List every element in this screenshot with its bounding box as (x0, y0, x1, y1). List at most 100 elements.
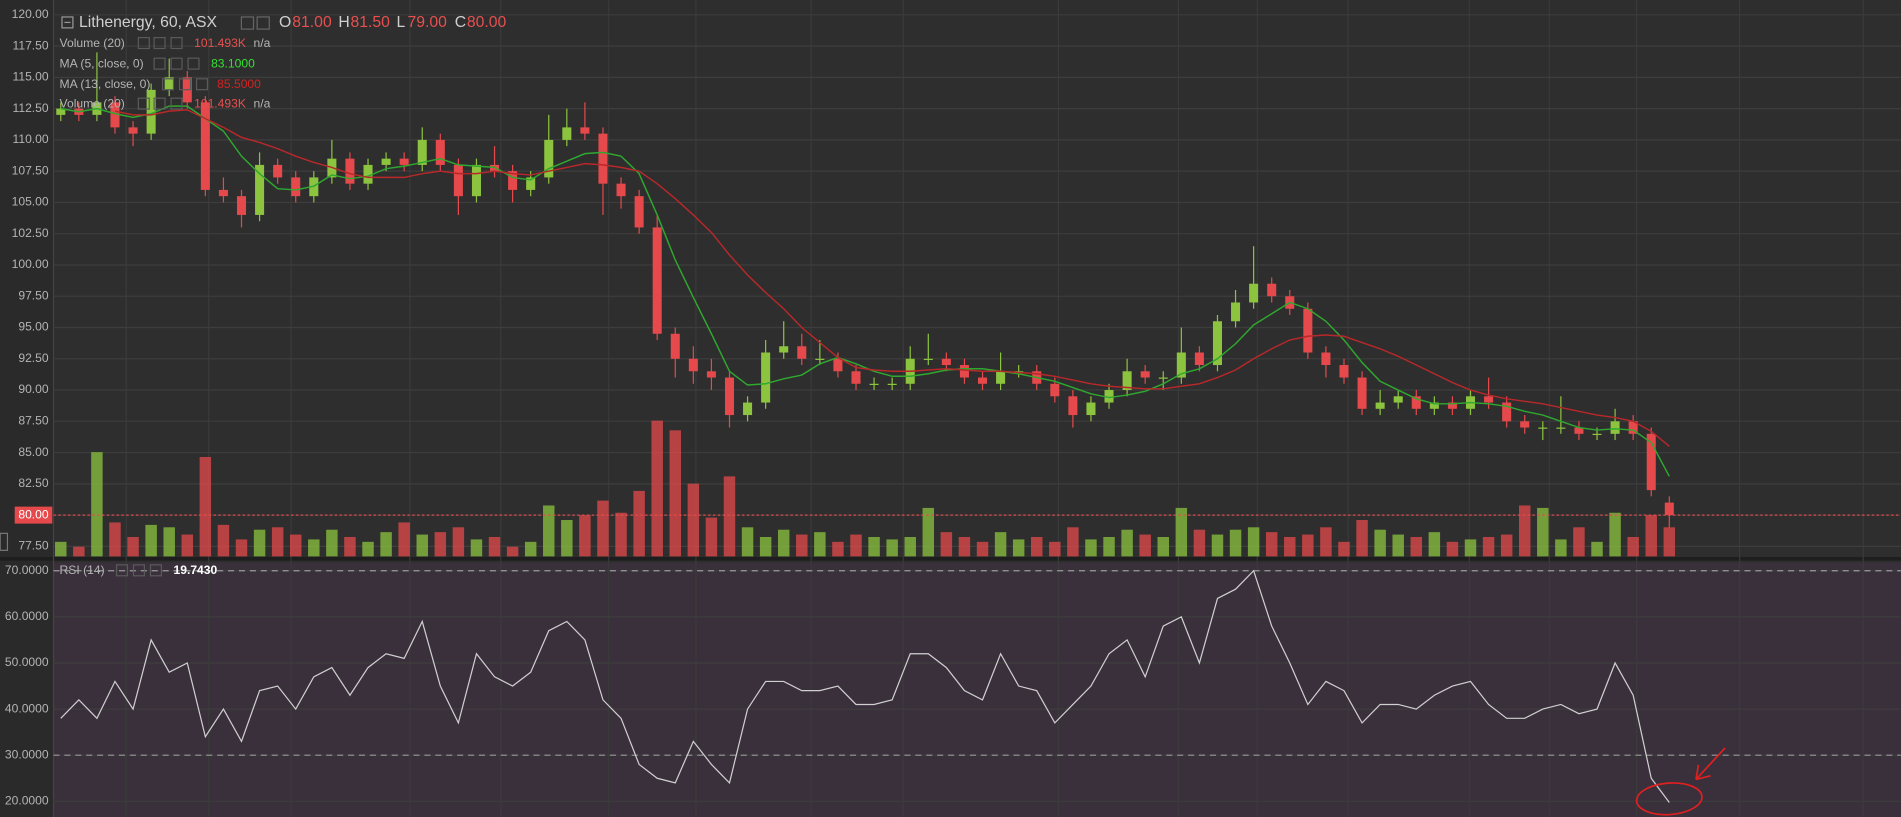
candle-body (1393, 396, 1403, 403)
symbol-title: Lithenergy, 60, ASX (79, 14, 218, 31)
candle-body (1212, 321, 1222, 366)
last-price-label: 80.00 (18, 507, 49, 521)
candle-body (526, 177, 536, 190)
volume-bar (561, 520, 573, 557)
volume-bar (633, 490, 645, 557)
volume-bar (1410, 536, 1423, 557)
icon[interactable] (137, 36, 150, 50)
candle-body (1339, 365, 1349, 378)
collapse-button[interactable] (61, 16, 74, 29)
ohlc-value: 79.00 (407, 14, 447, 31)
volume-bar (868, 536, 880, 557)
ohlc-value: 81.00 (292, 14, 332, 31)
moving-average (114, 109, 1670, 447)
volume-bar (1518, 505, 1531, 557)
side-toggle[interactable] (0, 532, 9, 551)
candle-body (128, 127, 138, 134)
volume-bar (1067, 527, 1079, 557)
icon[interactable] (149, 564, 162, 577)
icon[interactable] (153, 36, 166, 50)
candle-body (996, 371, 1006, 384)
icon[interactable] (178, 78, 192, 91)
ohlc-key: H (338, 14, 349, 31)
icon[interactable] (170, 97, 183, 110)
volume-bar (958, 536, 971, 557)
candle-body (833, 358, 843, 372)
volume-bar (1175, 507, 1188, 557)
icon[interactable] (195, 78, 209, 91)
y-tick-label: 60.0000 (5, 609, 49, 623)
icon[interactable] (153, 57, 166, 70)
volume-bar (145, 524, 157, 557)
candle-body (959, 365, 969, 378)
candle-body (1447, 402, 1457, 409)
volume-bar (1157, 536, 1169, 557)
volume-bar (398, 522, 410, 557)
volume-bar (850, 534, 862, 557)
volume-bar (651, 420, 663, 557)
volume-bar (1464, 539, 1477, 557)
volume-bar (1193, 529, 1206, 557)
icon[interactable] (137, 97, 150, 110)
icon[interactable] (170, 57, 183, 70)
y-tick-label: 82.50 (18, 476, 49, 490)
volume-bar (832, 541, 844, 557)
candle-body (598, 133, 608, 184)
candle-body (851, 371, 861, 384)
candle-body (1592, 433, 1602, 436)
volume-bar (1482, 536, 1495, 557)
volume-bar (1211, 534, 1224, 557)
candle-body (417, 139, 427, 165)
icon[interactable] (161, 78, 175, 91)
grid: 77.50 80.00 82.50 85.00 87.50 90.00 92.50 95.00… (5, 0, 1901, 817)
icon[interactable] (153, 97, 166, 110)
icon[interactable] (187, 57, 200, 70)
candle-body (1321, 352, 1331, 366)
candle-body (381, 158, 391, 165)
candle-body (218, 189, 228, 197)
candle-body (200, 102, 210, 190)
y-tick-label: 97.50 (18, 288, 49, 302)
candle-body (1122, 371, 1132, 391)
candle-body (1104, 390, 1114, 403)
candle-body (1231, 302, 1241, 322)
volume-bar (543, 505, 555, 557)
candle-body (923, 358, 933, 360)
icon[interactable] (170, 36, 183, 50)
ohlc-key: O (279, 14, 291, 31)
last-price-box (14, 506, 53, 524)
volume-bar (904, 536, 916, 557)
candle-body (743, 402, 753, 416)
volume-bar (705, 517, 718, 557)
volume-bar (922, 507, 935, 557)
y-tick-label: 87.50 (18, 414, 49, 428)
candle-body (453, 164, 463, 197)
candle-body (1610, 421, 1620, 434)
icon[interactable] (115, 564, 129, 577)
indicator-name: MA (5, close, 0) (60, 56, 144, 70)
volume-bar (488, 536, 501, 557)
candle-body (616, 183, 626, 197)
candle-body (255, 164, 265, 215)
candle-body (1158, 377, 1168, 379)
volume-bar (434, 532, 447, 557)
settings-button[interactable] (240, 16, 255, 30)
ohlc-key: L (397, 14, 406, 31)
icon[interactable] (132, 564, 146, 577)
volume-bar (362, 541, 374, 557)
volume-bar (1103, 536, 1115, 557)
y-tick-label: 85.00 (18, 445, 49, 459)
volume-bar (199, 456, 212, 557)
volume-bar (1609, 512, 1621, 557)
volume-bar (1537, 507, 1549, 557)
settings-button[interactable] (256, 16, 270, 30)
candle-body (869, 383, 879, 385)
y-tick-label: 112.50 (13, 101, 49, 115)
volume-bar (452, 527, 465, 557)
candle-body (706, 371, 716, 378)
axis-background (0, 0, 54, 817)
volume-bar (1645, 515, 1657, 557)
volume-bar (1500, 534, 1513, 557)
volume-bar (524, 541, 537, 557)
volume-bar (940, 532, 953, 557)
